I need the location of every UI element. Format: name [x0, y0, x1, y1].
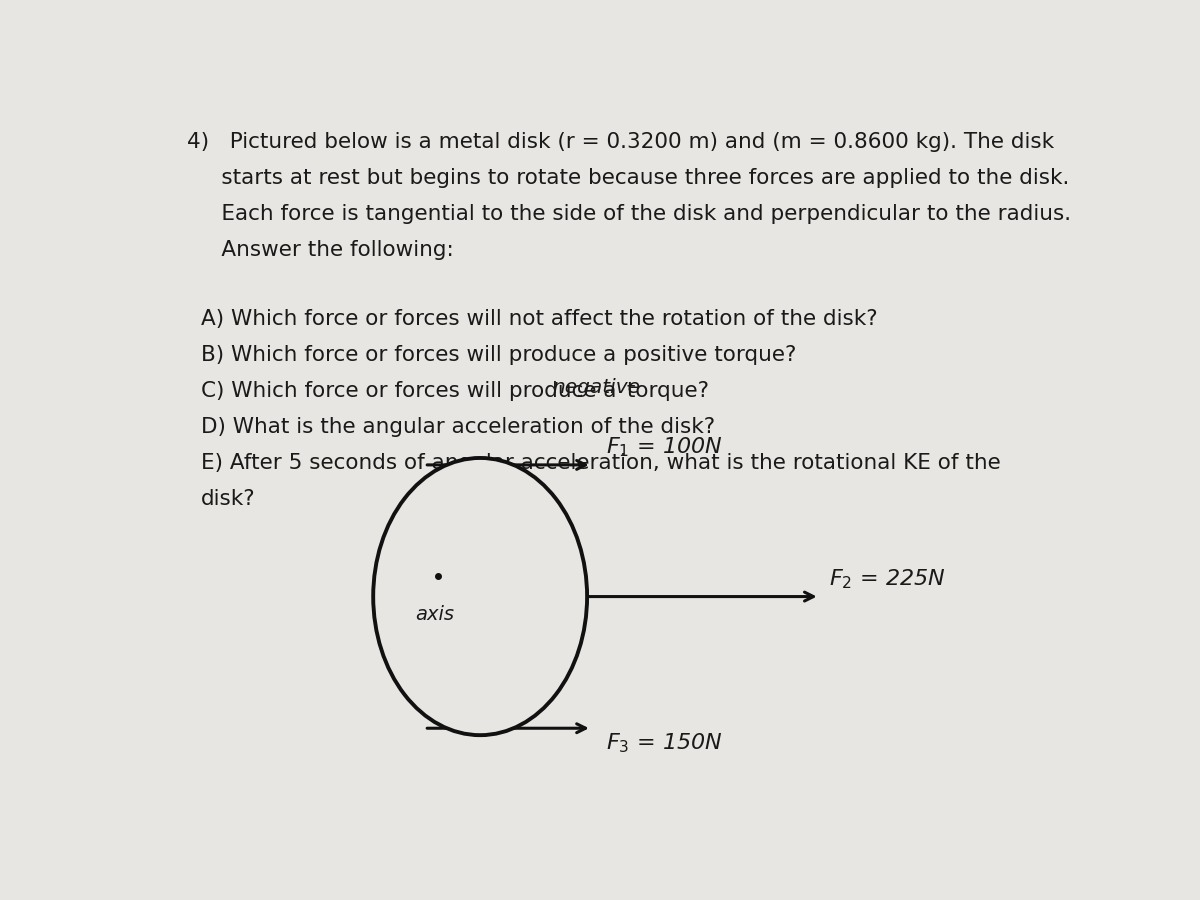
- Text: disk?: disk?: [202, 490, 256, 509]
- Text: Answer the following:: Answer the following:: [187, 240, 454, 260]
- Text: 4)   Pictured below is a metal disk (r = 0.3200 m) and (m = 0.8600 kg). The disk: 4) Pictured below is a metal disk (r = 0…: [187, 132, 1055, 152]
- Text: D) What is the angular acceleration of the disk?: D) What is the angular acceleration of t…: [202, 417, 715, 437]
- Text: C) Which force or forces will produce a: C) Which force or forces will produce a: [202, 381, 624, 401]
- Text: $F_1$ = 100$N$: $F_1$ = 100$N$: [606, 436, 722, 459]
- Ellipse shape: [373, 458, 587, 735]
- Text: A) Which force or forces will not affect the rotation of the disk?: A) Which force or forces will not affect…: [202, 309, 877, 329]
- Text: starts at rest but begins to rotate because three forces are applied to the disk: starts at rest but begins to rotate beca…: [187, 168, 1069, 188]
- Text: Each force is tangential to the side of the disk and perpendicular to the radius: Each force is tangential to the side of …: [187, 204, 1072, 224]
- Text: E) After 5 seconds of angular acceleration, what is the rotational KE of the: E) After 5 seconds of angular accelerati…: [202, 453, 1001, 473]
- Text: torque?: torque?: [619, 381, 709, 401]
- Text: axis: axis: [415, 605, 454, 624]
- Text: $F_3$ = 150$N$: $F_3$ = 150$N$: [606, 732, 722, 755]
- Text: negative: negative: [553, 378, 641, 397]
- Text: $F_2$ = 225$N$: $F_2$ = 225$N$: [829, 567, 946, 591]
- Text: B) Which force or forces will produce a positive torque?: B) Which force or forces will produce a …: [202, 345, 797, 365]
